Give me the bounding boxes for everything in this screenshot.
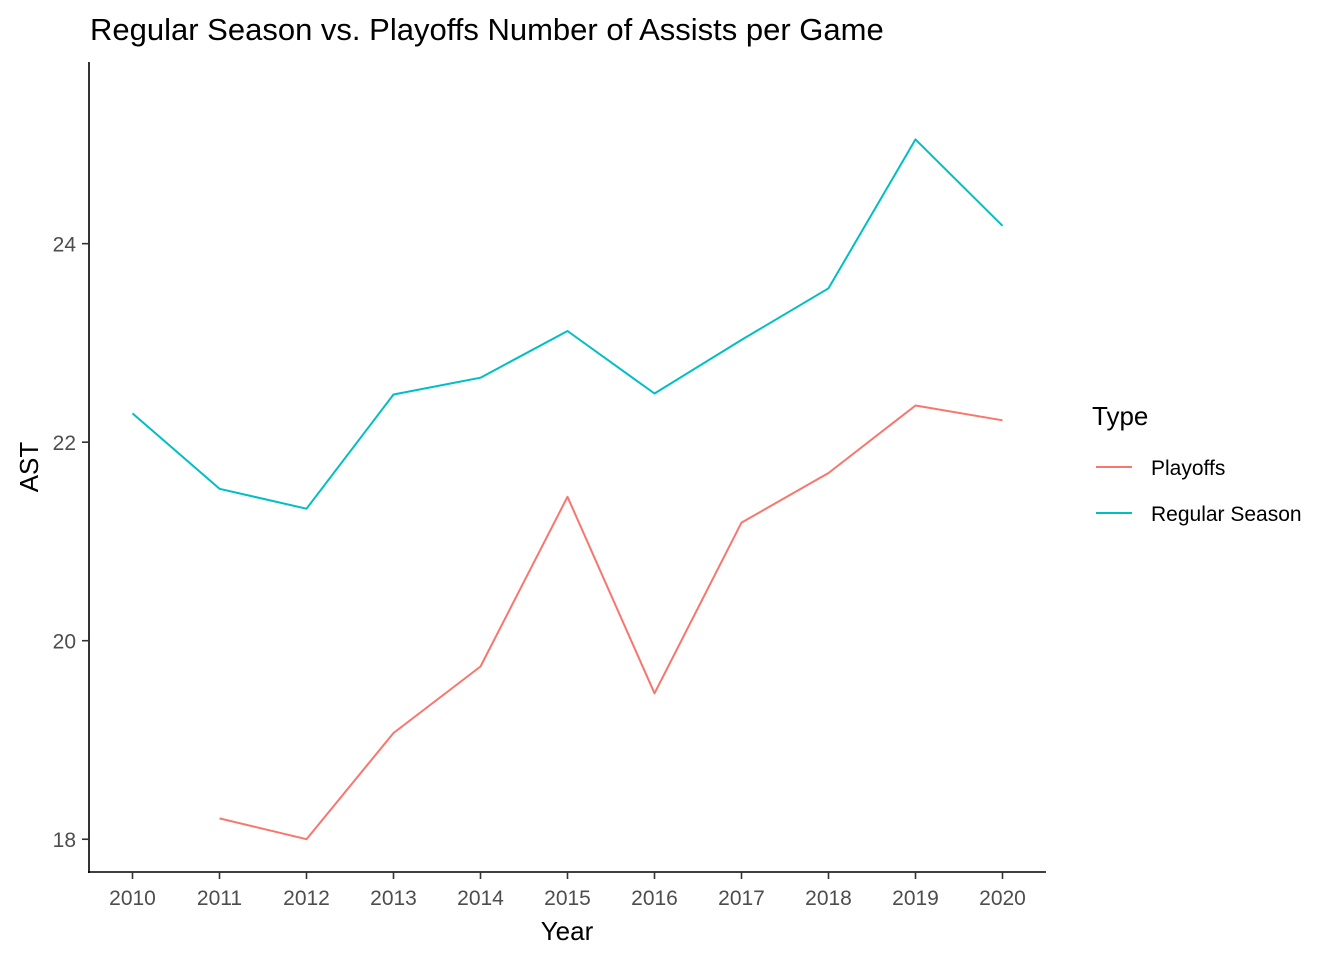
x-axis-title: Year — [541, 916, 594, 946]
x-tick-label: 2013 — [370, 887, 417, 910]
x-tick-label: 2017 — [718, 887, 765, 910]
plot-lines — [131, 138, 1004, 841]
x-tick-label: 2019 — [892, 887, 939, 910]
legend-title: Type — [1092, 401, 1148, 431]
series-line-playoffs — [219, 404, 1003, 841]
x-tick-label: 2016 — [631, 887, 678, 910]
x-tick-label: 2020 — [979, 887, 1026, 910]
x-axis-ticks: 2010 2011 2012 2013 2014 2015 2016 2017 2018 2019… — [109, 872, 1026, 910]
y-tick-label: 22 — [53, 432, 76, 455]
x-tick-label: 2012 — [283, 887, 330, 910]
y-tick-label: 18 — [53, 829, 76, 852]
legend-label-playoffs: Playoffs — [1151, 457, 1225, 480]
x-tick-label: 2010 — [109, 887, 156, 910]
y-axis-title: AST — [14, 442, 44, 493]
y-tick-label: 20 — [53, 631, 76, 654]
y-tick-label: 24 — [53, 234, 77, 257]
chart-title: Regular Season vs. Playoffs Number of As… — [90, 12, 884, 47]
legend: Type Playoffs Regular Season — [1092, 401, 1302, 526]
x-tick-label: 2014 — [457, 887, 504, 910]
x-tick-label: 2018 — [805, 887, 852, 910]
x-tick-label: 2011 — [197, 887, 242, 910]
x-tick-label: 2015 — [544, 887, 591, 910]
y-axis-ticks: 18 20 22 24 — [53, 234, 89, 852]
legend-label-regular-season: Regular Season — [1151, 503, 1302, 526]
series-line-regular-season — [131, 138, 1004, 510]
